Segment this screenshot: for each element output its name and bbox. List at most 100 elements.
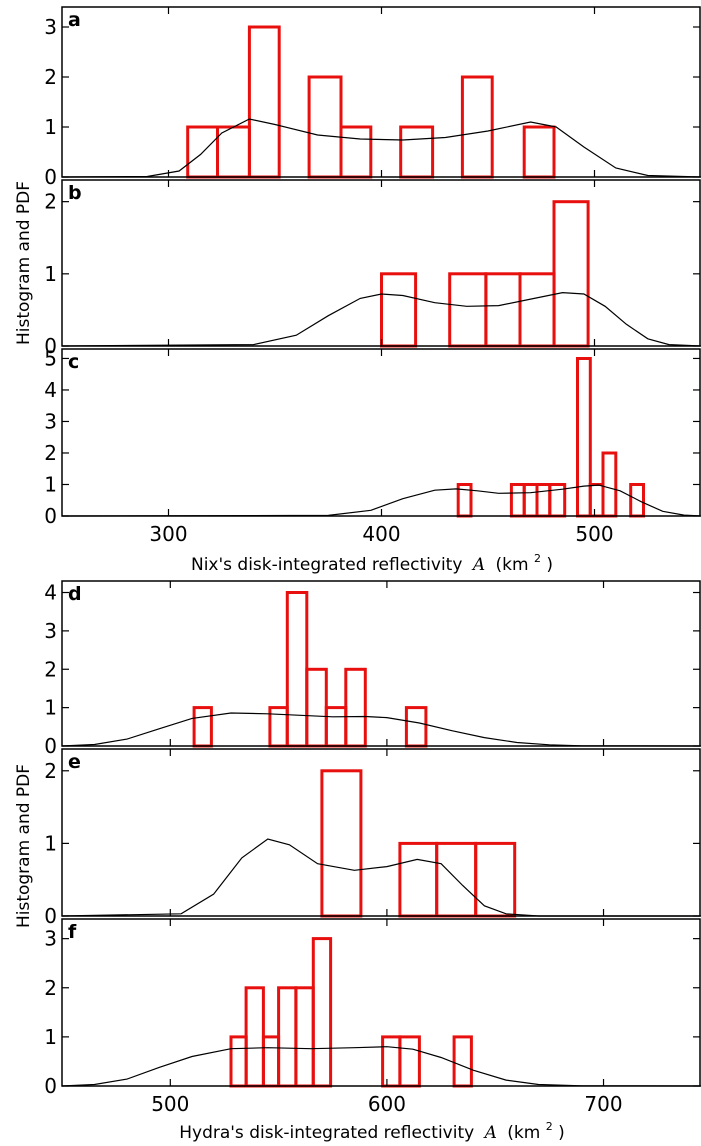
panel-f: 0 1 2 3 500 600 700 f xyxy=(44,918,701,1116)
ytick-label-c-5: 5 xyxy=(44,346,57,370)
axes-frame-d xyxy=(61,580,701,747)
axes-frame-f xyxy=(61,918,701,1087)
ytick-label-d-3: 3 xyxy=(44,619,57,643)
xlabel-bottom-unit-end: ) xyxy=(558,1123,565,1143)
xlabel-bottom-symbol: A xyxy=(483,1123,497,1143)
xtick-label-c-1: 400 xyxy=(362,522,400,546)
xlabel-top-symbol: A xyxy=(471,555,485,575)
panel-label-f: f xyxy=(68,921,77,943)
xtick-label-c-2: 500 xyxy=(575,522,613,546)
ytick-label-f-3: 3 xyxy=(44,927,57,951)
bar-e-0 xyxy=(320,769,363,918)
ytick-label-f-1: 1 xyxy=(44,1025,57,1049)
bar-d-7 xyxy=(404,706,428,748)
xlabel-top: Nix's disk-integrated reflectivity A (km… xyxy=(191,547,553,575)
panel-b: 0 1 2 b xyxy=(44,179,701,358)
panel-label-e: e xyxy=(68,751,81,773)
xlabel-top-text: Nix's disk-integrated reflectivity xyxy=(191,555,462,575)
ytick-label-a-0: 0 xyxy=(44,165,57,189)
panel-label-d: d xyxy=(68,583,82,605)
bar-b-0 xyxy=(380,272,418,348)
ytick-label-d-4: 4 xyxy=(44,581,57,605)
xlabel-bottom-unit: (km xyxy=(507,1123,540,1143)
bar-e-4 xyxy=(474,841,517,918)
ytick-label-c-1: 1 xyxy=(44,472,57,496)
panel-c: 0 1 2 3 4 5 300 400 500 c xyxy=(44,346,701,546)
bar-c-3 xyxy=(535,483,552,518)
bar-f-4 xyxy=(294,986,315,1088)
pdf-curve-f xyxy=(61,1046,701,1087)
bar-d-3 xyxy=(285,591,309,748)
ytick-label-b-1: 1 xyxy=(44,262,57,286)
pdf-curve-a xyxy=(61,118,701,178)
panel-label-a: a xyxy=(68,9,81,31)
bar-f-7 xyxy=(398,1035,421,1088)
xtick-label-f-0: 500 xyxy=(151,1092,189,1116)
bar-b-4 xyxy=(552,200,590,348)
bar-e-2 xyxy=(398,841,439,918)
pdf-curve-d xyxy=(61,712,701,747)
ytick-label-b-0: 0 xyxy=(44,334,57,358)
bar-f-8 xyxy=(452,1035,473,1088)
panel-e: 0 1 2 e xyxy=(44,748,701,928)
panel-label-b: b xyxy=(68,182,82,204)
pdf-curve-c xyxy=(61,484,701,517)
bar-d-2 xyxy=(268,706,289,748)
xlabel-top-unit: (km xyxy=(496,555,529,575)
xlabel-bottom: Hydra's disk-integrated reflectivity A (… xyxy=(179,1115,565,1143)
bar-c-2 xyxy=(522,483,539,518)
panel-label-c: c xyxy=(68,351,79,373)
ytick-label-c-2: 2 xyxy=(44,441,57,465)
ytick-label-d-2: 2 xyxy=(44,657,57,681)
bar-a-7 xyxy=(522,125,556,179)
xtick-label-c-0: 300 xyxy=(149,522,187,546)
bar-f-3 xyxy=(277,986,298,1088)
ytick-label-f-2: 2 xyxy=(44,976,57,1000)
axes-frame-e xyxy=(61,748,701,917)
bar-f-1 xyxy=(244,986,265,1088)
xlabel-bottom-unit-sup: 2 xyxy=(546,1120,553,1133)
ytick-label-e-1: 1 xyxy=(44,831,57,855)
pdf-curve-b xyxy=(61,291,701,347)
bar-c-7 xyxy=(601,451,618,518)
pdf-curve-e xyxy=(61,838,701,917)
bar-b-3 xyxy=(518,272,556,348)
ytick-label-a-1: 1 xyxy=(44,115,57,139)
bar-a-1 xyxy=(216,125,251,179)
xlabel-top-unit-end: ) xyxy=(546,555,553,575)
panel-a: 0 1 2 3 a xyxy=(44,6,701,189)
ytick-label-a-3: 3 xyxy=(44,15,57,39)
axes-frame-a xyxy=(61,6,701,178)
bar-d-6 xyxy=(344,667,367,748)
bar-f-2 xyxy=(261,1035,281,1088)
xlabel-bottom-text: Hydra's disk-integrated reflectivity xyxy=(179,1123,474,1143)
bar-c-1 xyxy=(509,483,526,518)
bar-c-6 xyxy=(588,483,605,518)
ytick-label-a-2: 2 xyxy=(44,65,57,89)
ytick-label-c-3: 3 xyxy=(44,409,57,433)
ytick-label-c-0: 0 xyxy=(44,504,57,528)
ytick-label-d-1: 1 xyxy=(44,696,57,720)
ytick-label-b-2: 2 xyxy=(44,190,57,214)
bar-d-5 xyxy=(324,706,348,748)
ytick-label-f-0: 0 xyxy=(44,1074,57,1098)
ylabel-bottom: Histogram and PDF xyxy=(14,764,34,928)
xtick-label-f-2: 700 xyxy=(584,1092,622,1116)
ytick-label-e-0: 0 xyxy=(44,904,57,928)
bar-f-6 xyxy=(381,1035,402,1088)
panel-d: 0 1 2 3 4 d xyxy=(44,580,701,758)
ytick-label-e-2: 2 xyxy=(44,759,57,783)
bar-f-0 xyxy=(229,1035,248,1088)
bar-d-0 xyxy=(192,706,213,748)
bar-d-4 xyxy=(305,667,328,748)
bar-a-6 xyxy=(460,75,494,179)
bar-b-2 xyxy=(484,272,522,348)
xtick-label-f-1: 600 xyxy=(368,1092,406,1116)
ylabel-top: Histogram and PDF xyxy=(14,181,34,345)
ytick-label-c-4: 4 xyxy=(44,378,57,402)
bar-b-1 xyxy=(448,272,488,348)
bar-a-3 xyxy=(307,75,343,179)
bar-f-5 xyxy=(311,937,333,1088)
